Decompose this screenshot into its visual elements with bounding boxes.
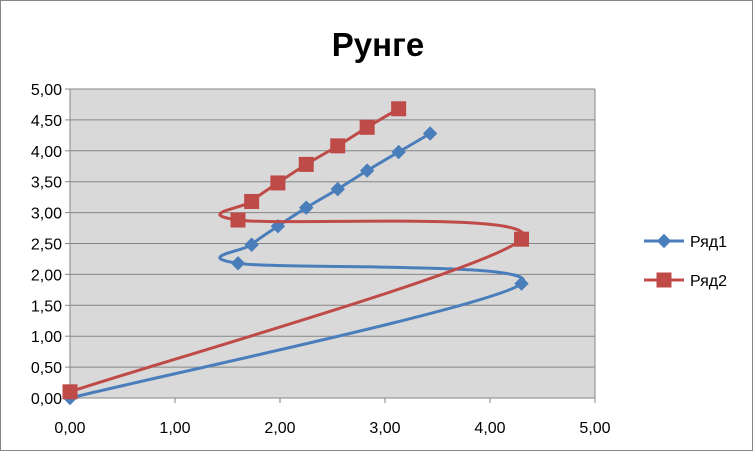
data-point	[514, 231, 529, 247]
axes: 0,00 0,50 1,00 1,50 2,00 2,50 3,00 3,50 4,00 4,50…	[31, 82, 611, 437]
data-point	[244, 237, 259, 252]
data-point	[230, 212, 246, 228]
y-tick-label: 4,50	[31, 113, 62, 130]
legend-label: Ряд1	[690, 234, 727, 251]
x-tick-label: 5,00	[579, 420, 610, 437]
y-tick-label: 5,00	[31, 82, 62, 99]
data-point	[422, 126, 438, 141]
x-tick-label: 1,00	[159, 420, 190, 437]
data-point	[298, 156, 314, 172]
legend-label: Ряд2	[690, 273, 727, 290]
x-tick-label: 2,00	[264, 420, 295, 437]
data-point	[391, 101, 407, 117]
y-tick-label: 1,50	[31, 298, 62, 315]
legend: Ряд1 Ряд2	[644, 233, 727, 290]
data-point	[230, 256, 246, 271]
y-tick-label: 3,50	[31, 175, 62, 192]
data-point	[359, 119, 375, 135]
x-tick-label: 4,00	[474, 420, 505, 437]
data-point	[391, 144, 406, 160]
x-tick-label: 3,00	[369, 420, 400, 437]
y-tick-label: 2,50	[31, 237, 62, 254]
y-tick-label: 0,00	[31, 391, 62, 408]
data-point	[299, 200, 314, 215]
y-tick-label: 4,00	[31, 144, 62, 161]
data-point	[359, 163, 375, 178]
data-point	[270, 175, 286, 191]
data-point	[330, 138, 346, 154]
legend-marker	[656, 272, 672, 288]
series-layer	[62, 101, 529, 406]
data-point	[514, 276, 529, 291]
legend-item: Ряд2	[644, 272, 727, 290]
y-tick-label: 0,50	[31, 360, 62, 377]
x-tick-label: 0,00	[54, 420, 85, 437]
chart-title: Рунге	[332, 26, 424, 63]
data-point	[330, 181, 345, 197]
series-2	[62, 101, 529, 400]
y-tick-label: 3,00	[31, 206, 62, 223]
data-point	[62, 384, 78, 400]
data-point	[244, 193, 260, 209]
y-tick-label: 1,00	[31, 329, 62, 346]
legend-marker	[656, 233, 672, 249]
y-tick-label: 2,00	[31, 267, 62, 284]
legend-item: Ряд1	[644, 233, 727, 251]
